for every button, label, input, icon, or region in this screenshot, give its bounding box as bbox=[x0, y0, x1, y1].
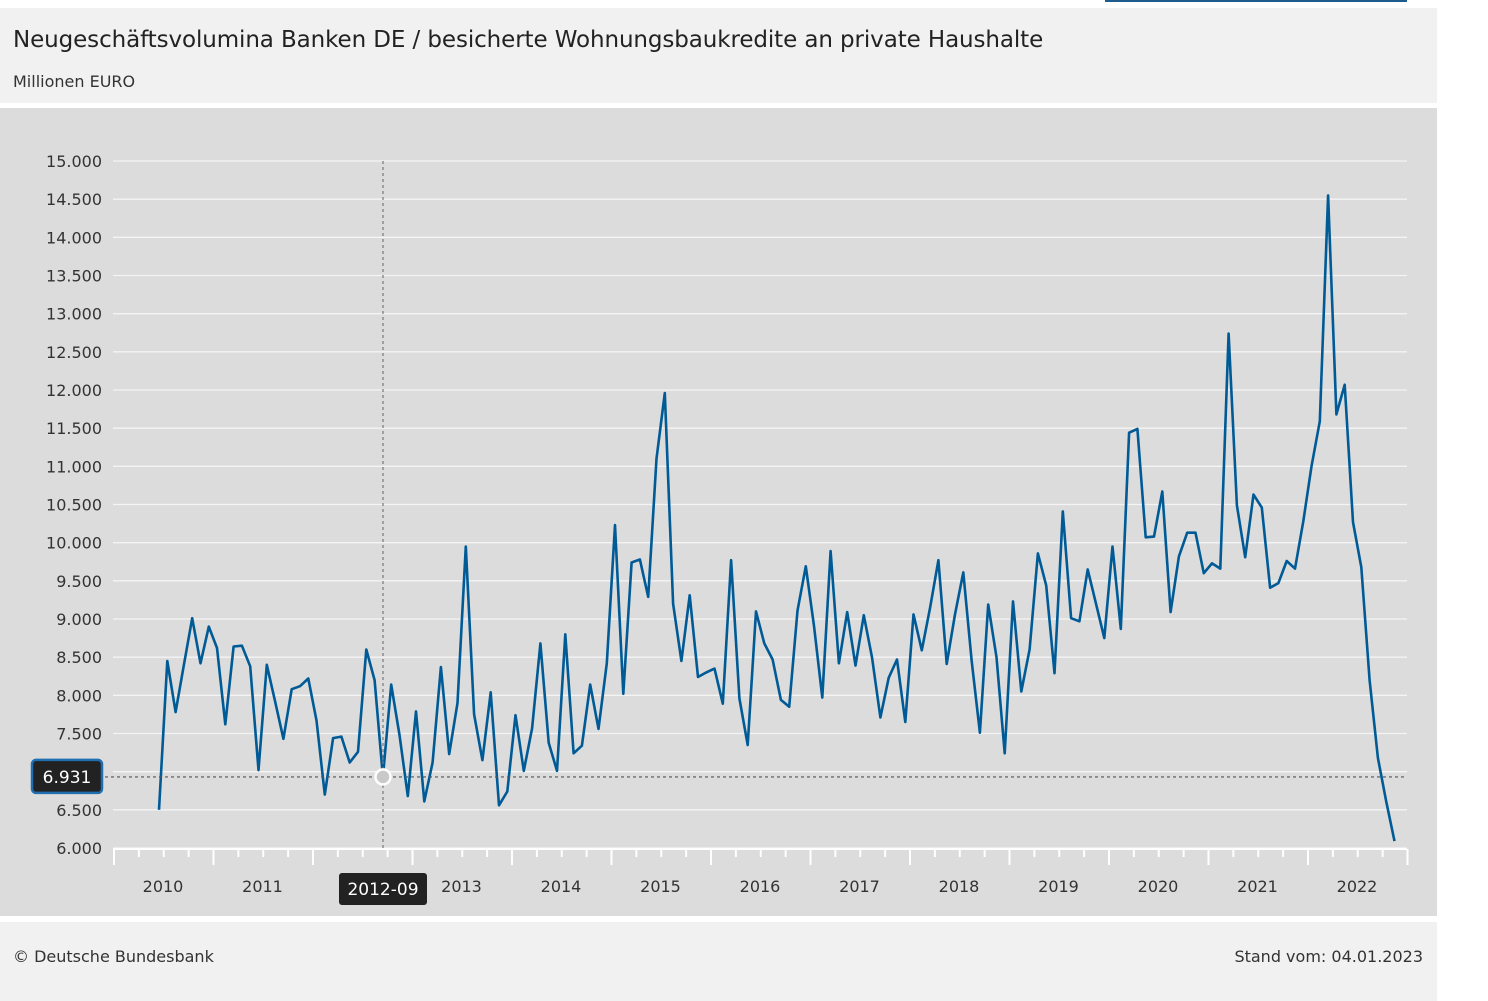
highlight-point[interactable] bbox=[374, 768, 392, 786]
chart-header: Neugeschäftsvolumina Banken DE / besiche… bbox=[0, 8, 1437, 103]
x-tick-label: 2010 bbox=[143, 877, 184, 896]
x-value-badge bbox=[339, 873, 427, 905]
y-tick-label: 12.500 bbox=[46, 343, 102, 362]
y-tick-label: 8.500 bbox=[56, 648, 102, 667]
stand-date-label: Stand vom: 04.01.2023 bbox=[1234, 947, 1423, 966]
x-tick-label: 2021 bbox=[1237, 877, 1278, 896]
y-tick-label: 14.000 bbox=[46, 228, 102, 247]
stand-date: 04.01.2023 bbox=[1331, 947, 1423, 966]
line-chart[interactable]: 6.000 6.500 7.500 8.000 8.500 9.000 9.500 10.00… bbox=[0, 108, 1437, 916]
y-tick-label: 15.000 bbox=[46, 152, 102, 171]
chart-footer: © Deutsche Bundesbank Stand vom: 04.01.2… bbox=[0, 922, 1437, 1001]
chart-unit-label: Millionen EURO bbox=[13, 72, 136, 91]
x-tick-label: 2013 bbox=[441, 877, 482, 896]
chart-panel[interactable]: 6.000 6.500 7.500 8.000 8.500 9.000 9.500 10.00… bbox=[0, 108, 1437, 916]
x-tick-label: 2017 bbox=[839, 877, 880, 896]
y-value-badge bbox=[30, 758, 104, 795]
y-tick-label: 14.500 bbox=[46, 190, 102, 209]
y-tick-label: 6.500 bbox=[56, 801, 102, 820]
y-tick-label: 11.500 bbox=[46, 419, 102, 438]
x-tick-label: 2020 bbox=[1138, 877, 1179, 896]
y-tick-label: 10.500 bbox=[46, 496, 102, 515]
y-tick-label: 8.000 bbox=[56, 686, 102, 705]
top-accent-bar bbox=[1105, 0, 1407, 2]
x-tick-label: 2018 bbox=[939, 877, 980, 896]
x-value-badge-label: 2012-09 bbox=[347, 880, 418, 900]
series-line[interactable] bbox=[157, 194, 1396, 842]
y-tick-label: 9.000 bbox=[56, 610, 102, 629]
source-label: © Deutsche Bundesbank bbox=[13, 947, 214, 966]
chart-title: Neugeschäftsvolumina Banken DE / besiche… bbox=[13, 27, 1044, 53]
y-tick-label: 6.000 bbox=[56, 839, 102, 858]
x-tick-label: 2022 bbox=[1337, 877, 1378, 896]
y-value-badge-label: 6.931 bbox=[43, 768, 92, 788]
x-tick-label: 2016 bbox=[740, 877, 781, 896]
y-tick-label: 12.000 bbox=[46, 381, 102, 400]
y-tick-label: 13.000 bbox=[46, 305, 102, 324]
stand-prefix: Stand vom: bbox=[1234, 947, 1327, 966]
x-tick-label: 2019 bbox=[1038, 877, 1079, 896]
x-tick-label: 2015 bbox=[640, 877, 681, 896]
y-tick-label: 7.500 bbox=[56, 725, 102, 744]
x-tick-label: 2011 bbox=[242, 877, 283, 896]
y-tick-label: 13.500 bbox=[46, 267, 102, 286]
y-tick-label: 10.000 bbox=[46, 534, 102, 553]
x-tick-label: 2014 bbox=[541, 877, 582, 896]
y-tick-label: 9.500 bbox=[56, 572, 102, 591]
y-tick-label: 11.000 bbox=[46, 457, 102, 476]
